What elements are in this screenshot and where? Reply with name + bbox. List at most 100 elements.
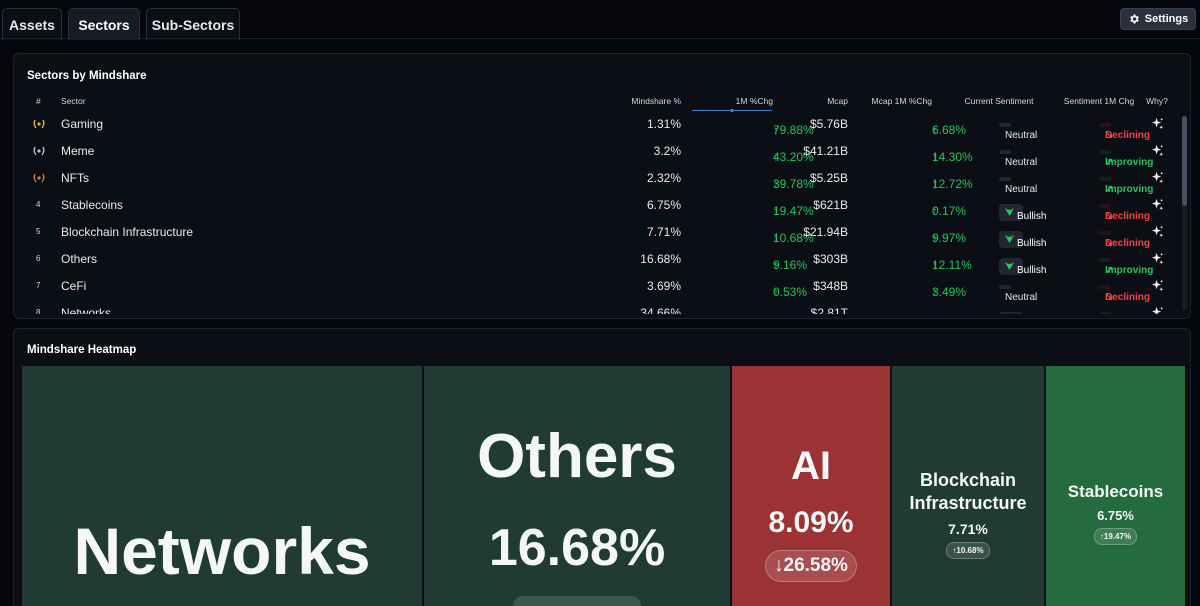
row-mindshare: 3.69% bbox=[646, 279, 681, 293]
heatmap-tile-ai[interactable]: AI 8.09% ↓26.58% bbox=[732, 366, 891, 606]
why-button[interactable] bbox=[1142, 279, 1172, 295]
why-button[interactable] bbox=[1142, 144, 1172, 160]
why-button[interactable] bbox=[1142, 198, 1172, 214]
row-sector[interactable]: CeFi bbox=[61, 279, 87, 293]
header-sector[interactable]: Sector bbox=[61, 96, 86, 106]
sparkle-icon bbox=[1151, 306, 1163, 314]
table-row[interactable]: 8Networks34.66%↑0.25%$2.81T↑8.92%Bullish… bbox=[14, 300, 1184, 314]
arrow-up-icon: ↑ bbox=[773, 150, 779, 164]
sort-indicator-dot bbox=[730, 109, 734, 112]
row-mcap: $2.81T bbox=[810, 306, 848, 314]
row-1m-chg-value: 10.68% bbox=[773, 231, 814, 245]
tab-assets[interactable]: Assets bbox=[2, 8, 62, 40]
table-row[interactable]: 5 Blockchain Infrastructure 7.71% ↑ 10.68% $2… bbox=[14, 219, 1184, 249]
sentiment-label: Bullish bbox=[1017, 265, 1047, 276]
row-mcap: $348B bbox=[813, 279, 848, 293]
arrow-up-icon: ↑ bbox=[932, 258, 938, 272]
why-button[interactable] bbox=[1142, 117, 1172, 133]
heatmap-tile-blockchain-infrastructure[interactable]: Blockchain Infrastructure 7.71% ↑10.68% bbox=[892, 366, 1045, 606]
sentiment-badge: Neutral bbox=[999, 177, 1037, 195]
trend-down-icon: ↘ bbox=[1105, 211, 1114, 222]
row-rank: 4 bbox=[36, 200, 41, 209]
table-row[interactable]: 4 Stablecoins 6.75% ↑ 19.47% $621B ↑ 0.17% Bulli… bbox=[14, 192, 1184, 222]
trend-down-icon: ↘ bbox=[1105, 238, 1114, 249]
why-button[interactable] bbox=[1142, 306, 1172, 314]
silver-laurel-icon bbox=[33, 146, 45, 156]
table-scrollbar[interactable] bbox=[1182, 116, 1187, 311]
row-mcap: $21.94B bbox=[803, 225, 848, 239]
row-rank: 7 bbox=[36, 281, 41, 290]
sparkle-icon bbox=[1151, 279, 1163, 292]
bull-icon bbox=[1005, 261, 1014, 270]
tile-percent: 16.68% bbox=[488, 519, 666, 577]
header-mindshare[interactable]: Mindshare % bbox=[631, 96, 681, 106]
tile-change: 26.58% bbox=[783, 555, 848, 576]
row-sector[interactable]: Blockchain Infrastructure bbox=[61, 225, 194, 239]
arrow-down-icon: ↓ bbox=[774, 555, 784, 576]
row-1m-chg-value: 0.53% bbox=[773, 285, 808, 299]
settings-button[interactable]: Settings bbox=[1120, 8, 1196, 30]
settings-label: Settings bbox=[1144, 13, 1189, 25]
sentiment-label: Neutral bbox=[1005, 130, 1038, 141]
tile-percent: 7.71% bbox=[948, 521, 988, 537]
row-sector[interactable]: Networks bbox=[61, 306, 112, 314]
heatmap-tile-others[interactable]: Others 16.68% bbox=[424, 366, 731, 606]
header-why: Why? bbox=[1146, 96, 1168, 106]
why-button[interactable] bbox=[1142, 225, 1172, 241]
arrow-up-icon: ↑ bbox=[932, 204, 938, 218]
row-mcap-chg-value: 9.97% bbox=[932, 231, 967, 245]
heatmap: Networks Others 16.68% AI 8.09% ↓26.58% … bbox=[22, 366, 1186, 606]
trend-down-icon: ↘ bbox=[1105, 130, 1114, 141]
table-row[interactable]: NFTs 2.32% ↑ 39.78% $5.25B ↑ 12.72% Neutral Impr… bbox=[14, 165, 1184, 195]
why-button[interactable] bbox=[1142, 252, 1172, 268]
row-1m-chg-value: 39.78% bbox=[773, 177, 814, 191]
arrow-up-icon: ↑ bbox=[932, 150, 938, 164]
tile-change: 10.68% bbox=[956, 546, 984, 555]
sentiment-change-label: Improving bbox=[1105, 184, 1154, 195]
sentiment-change-badge: Improving ↗ bbox=[1099, 258, 1153, 276]
table-scrollbar-thumb[interactable] bbox=[1182, 116, 1187, 206]
sentiment-badge: Bullish bbox=[999, 312, 1023, 314]
table-row[interactable]: 6 Others 16.68% ↑ 9.16% $303B ↑ 12.11% Bullish Im… bbox=[14, 246, 1184, 276]
trend-up-icon: ↗ bbox=[1105, 157, 1114, 168]
header-sentiment-chg[interactable]: Sentiment 1M Chg bbox=[1063, 96, 1135, 106]
tile-name: Networks bbox=[73, 514, 371, 588]
header-1m-chg[interactable]: 1M %Chg bbox=[735, 96, 773, 106]
table-header: # Sector Mindshare % 1M %Chg Mcap Mcap 1… bbox=[14, 96, 1184, 110]
row-sector[interactable]: Gaming bbox=[61, 117, 104, 131]
header-current-sentiment[interactable]: Current Sentiment bbox=[964, 96, 1034, 106]
row-mindshare: 7.71% bbox=[646, 225, 681, 239]
arrow-up-icon: ↑ bbox=[773, 123, 779, 137]
sentiment-label: Bullish bbox=[1017, 211, 1047, 222]
tab-sectors[interactable]: Sectors bbox=[68, 8, 140, 40]
row-mcap: $5.25B bbox=[809, 171, 848, 185]
row-mcap-chg-value: 0.17% bbox=[932, 204, 967, 218]
row-mindshare: 2.32% bbox=[646, 171, 681, 185]
sentiment-badge: Neutral bbox=[999, 150, 1037, 168]
heatmap-tile-stablecoins[interactable]: Stablecoins 6.75% ↑19.47% bbox=[1046, 366, 1186, 606]
trend-up-icon: ↗ bbox=[1105, 265, 1114, 276]
header-rank[interactable]: # bbox=[36, 96, 41, 106]
sentiment-change-badge: Declining ↘ bbox=[1099, 204, 1150, 222]
row-sector[interactable]: NFTs bbox=[61, 171, 89, 185]
header-mcap-1m-chg[interactable]: Mcap 1M %Chg bbox=[871, 96, 932, 106]
sentiment-change-badge: Declining ↘ bbox=[1099, 123, 1150, 141]
row-sector[interactable]: Stablecoins bbox=[61, 198, 124, 212]
tab-sub-sectors[interactable]: Sub-Sectors bbox=[146, 8, 240, 40]
table-row[interactable]: Gaming 1.31% ↑ 79.88% $5.76B ↑ 6.68% Neutral Dec… bbox=[14, 111, 1184, 141]
row-sector[interactable]: Others bbox=[61, 252, 98, 266]
why-button[interactable] bbox=[1142, 171, 1172, 187]
row-sector[interactable]: Meme bbox=[61, 144, 95, 158]
sparkle-icon bbox=[1151, 198, 1163, 211]
sentiment-change-badge: Improving ↗ bbox=[1099, 177, 1153, 195]
heatmap-tile-networks[interactable]: Networks bbox=[22, 366, 423, 606]
gear-icon bbox=[1130, 14, 1139, 24]
table-row[interactable]: 7 CeFi 3.69% ↑ 0.53% $348B ↑ 3.49% Neutral Declin… bbox=[14, 273, 1184, 303]
table-row[interactable]: Meme 3.2% ↑ 43.20% $41.21B ↑ 14.30% Neutral Impr… bbox=[14, 138, 1184, 168]
arrow-up-icon: ↑ bbox=[773, 231, 779, 245]
row-1m-chg-value: 19.47% bbox=[773, 204, 814, 218]
row-rank: 8 bbox=[36, 308, 41, 314]
arrow-up-icon: ↑ bbox=[932, 312, 938, 314]
header-mcap[interactable]: Mcap bbox=[827, 96, 848, 106]
tab-divider bbox=[0, 38, 1200, 39]
